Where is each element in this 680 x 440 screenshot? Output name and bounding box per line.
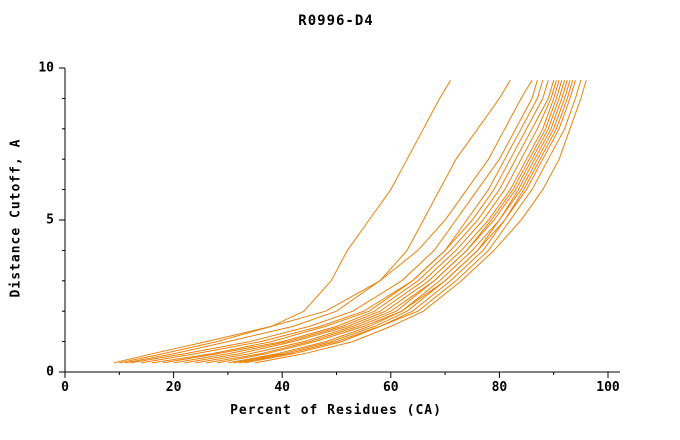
- model-curve: [233, 80, 574, 364]
- model-curve: [119, 79, 451, 364]
- model-curve: [216, 80, 568, 364]
- x-tick-label: 80: [491, 380, 508, 395]
- x-axis-title: Percent of Residues (CA): [230, 403, 442, 418]
- model-curve: [151, 80, 549, 364]
- model-curve: [162, 80, 555, 364]
- model-curve: [113, 79, 533, 364]
- x-tick-label: 100: [596, 380, 620, 395]
- y-axis-title: Distance Cutoff, A: [8, 138, 24, 298]
- x-tick-label: 40: [274, 380, 291, 395]
- x-tick-label: 20: [165, 380, 182, 395]
- model-curve: [238, 80, 576, 364]
- y-tick-label: 10: [38, 60, 54, 76]
- model-curve: [254, 80, 587, 364]
- model-curve: [206, 80, 566, 364]
- model-curve: [130, 80, 538, 364]
- model-curve: [173, 80, 557, 364]
- model-curve: [124, 79, 511, 364]
- x-tick-label: 0: [61, 380, 69, 395]
- chart-title: R0996-D4: [298, 13, 374, 29]
- x-tick-label: 60: [382, 380, 399, 395]
- model-curve: [244, 80, 582, 364]
- y-tick-label: 5: [46, 212, 54, 228]
- y-tick-label: 0: [46, 364, 54, 380]
- model-curve: [184, 80, 560, 364]
